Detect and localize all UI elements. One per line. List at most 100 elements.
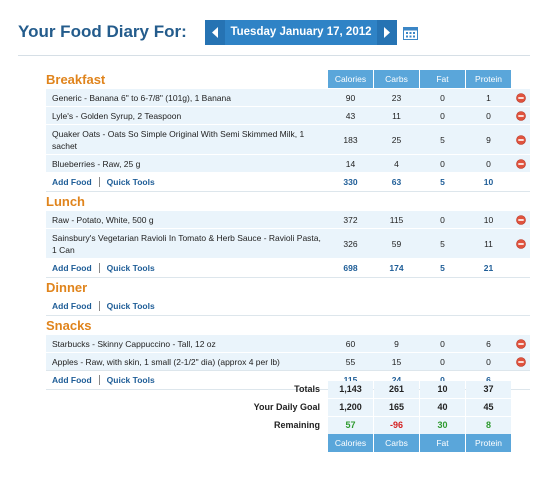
summary-value: 30	[420, 416, 465, 434]
link-separator	[98, 375, 100, 385]
nutrient-value: 0	[440, 92, 445, 103]
delete-icon[interactable]	[516, 356, 526, 367]
nutrient-value: 23	[391, 92, 402, 103]
summary-row: Your Daily Goal 1,200 165 40 45	[46, 398, 512, 416]
delete-cell	[512, 214, 530, 225]
delete-icon[interactable]	[516, 92, 526, 103]
meal-links: Add Food Quick Tools	[46, 177, 328, 187]
nutrient-value: 115	[389, 214, 404, 225]
meal-total: 330	[343, 177, 358, 187]
next-day[interactable]	[377, 20, 397, 45]
delete-icon[interactable]	[516, 338, 526, 349]
summary-footer: Calories Carbs Fat Protein	[46, 434, 512, 452]
meal-section: Lunch Raw - Potato, White, 500 g 372 115 0 10…	[46, 192, 530, 278]
nutrient-value: 0	[486, 356, 491, 367]
divider	[18, 55, 530, 56]
delete-cell	[512, 110, 530, 121]
food-name[interactable]: Lyle's - Golden Syrup, 2 Teaspoon	[52, 110, 182, 121]
column-header: Carbs	[374, 434, 419, 452]
delete-cell	[512, 338, 530, 349]
meal-links: Add Food Quick Tools	[46, 263, 328, 273]
food-name[interactable]: Apples - Raw, with skin, 1 small (2-1/2"…	[52, 356, 280, 367]
column-header: Fat	[420, 434, 465, 452]
quick-tools-link[interactable]: Quick Tools	[106, 301, 155, 311]
quick-tools-link[interactable]: Quick Tools	[106, 375, 155, 385]
nutrient-value: 55	[345, 356, 356, 367]
delete-cell	[512, 92, 530, 103]
food-entry: Apples - Raw, with skin, 1 small (2-1/2"…	[46, 353, 530, 371]
nutrient-value: 4	[394, 158, 399, 169]
diary-table: Breakfast Calories Carbs Fat Protein Generic …	[46, 70, 530, 390]
calendar-icon[interactable]	[403, 25, 418, 40]
meal-header: Snacks	[46, 316, 530, 335]
nutrient-value: 90	[345, 92, 356, 103]
food-name[interactable]: Blueberries - Raw, 25 g	[52, 158, 141, 169]
delete-cell	[512, 158, 530, 169]
meal-total: 6	[466, 375, 511, 385]
quick-tools-link[interactable]: Quick Tools	[106, 263, 155, 273]
nutrient-value: 11	[392, 110, 401, 121]
column-header: Calories	[328, 70, 373, 88]
meal-links: Add Food Quick Tools	[46, 375, 328, 385]
summary-value: 37	[466, 380, 511, 398]
meal-links: Add Food Quick Tools	[46, 301, 328, 311]
summary-label: Totals	[294, 384, 320, 394]
food-name[interactable]: Sainsbury's Vegetarian Ravioli In Tomato…	[52, 232, 321, 255]
nutrient-value: 0	[440, 214, 445, 225]
nutrient-value: 25	[391, 134, 402, 145]
summary-value: 40	[420, 398, 465, 416]
meal-totals: Add Food Quick Tools 1152406	[46, 371, 530, 390]
nutrient-value: 0	[486, 158, 491, 169]
nutrient-value: 10	[483, 214, 494, 225]
prev-day[interactable]	[205, 20, 225, 45]
nutrient-value: 9	[394, 338, 399, 349]
nutrient-value: 11	[484, 238, 493, 249]
page-title: Your Food Diary For:	[18, 22, 187, 41]
link-separator	[98, 301, 100, 311]
link-separator	[98, 263, 100, 273]
nutrient-value: 9	[486, 134, 491, 145]
meal-name: Breakfast	[46, 72, 106, 87]
nutrient-value: 0	[440, 110, 445, 121]
summary-value: 1,200	[328, 398, 373, 416]
food-entry: Lyle's - Golden Syrup, 2 Teaspoon 43 11 0 0	[46, 107, 530, 125]
nutrient-value: 183	[343, 134, 358, 145]
add-food-link[interactable]: Add Food	[52, 301, 92, 311]
link-separator	[98, 177, 100, 187]
meal-totals: Add Food Quick Tools 330 63 5 10	[46, 173, 530, 192]
meal-totals: Add Food Quick Tools 698 174 5 21	[46, 259, 530, 278]
meal-name: Lunch	[46, 194, 85, 209]
column-header: Fat	[420, 70, 465, 88]
food-name[interactable]: Quaker Oats - Oats So Simple Original Wi…	[52, 128, 305, 151]
food-entry: Blueberries - Raw, 25 g 14 4 0 0	[46, 155, 530, 173]
delete-icon[interactable]	[516, 238, 526, 249]
column-header: Carbs	[374, 70, 419, 88]
delete-icon[interactable]	[516, 134, 526, 145]
meal-header: Dinner	[46, 278, 530, 297]
delete-icon[interactable]	[516, 214, 526, 225]
food-name[interactable]: Starbucks - Skinny Cappuccino - Tall, 12…	[52, 338, 216, 349]
meal-total: 174	[389, 263, 404, 273]
nutrient-value: 15	[391, 356, 402, 367]
meal-total: 5	[440, 263, 445, 273]
quick-tools-link[interactable]: Quick Tools	[106, 177, 155, 187]
add-food-link[interactable]: Add Food	[52, 375, 92, 385]
nutrient-value: 14	[345, 158, 356, 169]
add-food-link[interactable]: Add Food	[52, 263, 92, 273]
food-name[interactable]: Generic - Banana 6" to 6-7/8" (101g), 1 …	[52, 92, 231, 103]
date: Tuesday January 17, 2012	[230, 26, 372, 38]
meal-header: Lunch	[46, 192, 530, 211]
food-name[interactable]: Raw - Potato, White, 500 g	[52, 214, 154, 225]
meal-section: Breakfast Calories Carbs Fat Protein Generic …	[46, 70, 530, 192]
summary-row: Totals 1,143 261 10 37	[46, 380, 512, 398]
meal-total: 21	[483, 263, 494, 273]
summary-value: 1,143	[328, 380, 373, 398]
delete-icon[interactable]	[516, 158, 526, 169]
delete-icon[interactable]	[516, 110, 526, 121]
food-entry: Generic - Banana 6" to 6-7/8" (101g), 1 …	[46, 89, 530, 107]
add-food-link[interactable]: Add Food	[52, 177, 92, 187]
meal-total: 115	[328, 375, 373, 385]
summary-value: 8	[466, 416, 511, 434]
divider	[46, 370, 530, 371]
